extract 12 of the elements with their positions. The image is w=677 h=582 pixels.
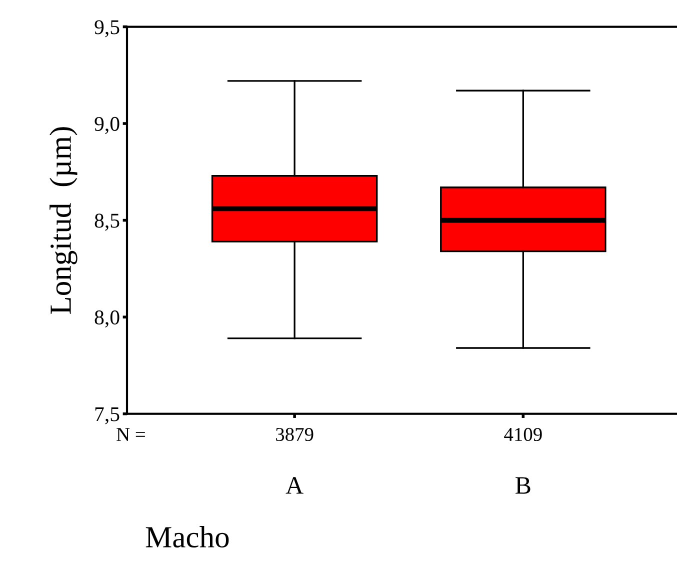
- y-tick-label: 8,0: [94, 310, 120, 328]
- text: N =: [116, 428, 145, 441]
- text: 3879: [276, 428, 314, 442]
- y-tick-label: 9,0: [94, 116, 120, 134]
- y-tick-label: 8,5: [94, 214, 120, 231]
- text: 4109: [504, 428, 542, 442]
- x-tick-label: B: [516, 477, 530, 494]
- y-tick-label: 9,5: [94, 20, 120, 38]
- y-tick-label: 7,5: [95, 407, 120, 424]
- y-axis-title: Longitud (µm): [50, 127, 78, 314]
- x-axis-title: Macho: [146, 526, 229, 548]
- x-tick-label: A: [286, 477, 304, 494]
